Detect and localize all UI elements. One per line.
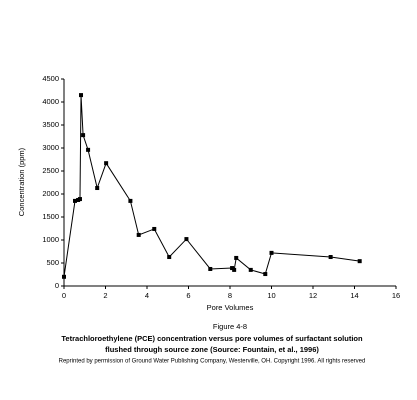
marker bbox=[152, 226, 157, 231]
figure-label: Figure 4-8 bbox=[213, 322, 247, 331]
y-tick-label: 3000 bbox=[42, 143, 59, 152]
marker bbox=[81, 133, 86, 138]
y-tick-label: 0 bbox=[55, 281, 59, 290]
x-tick-label: 8 bbox=[228, 291, 232, 300]
marker bbox=[234, 255, 239, 260]
x-tick-label: 10 bbox=[267, 291, 275, 300]
chart-title: Tetrachloroethylene (PCE) concentration … bbox=[61, 334, 363, 343]
marker bbox=[79, 93, 84, 98]
marker bbox=[269, 250, 274, 255]
marker bbox=[86, 147, 91, 152]
y-tick-label: 4500 bbox=[42, 74, 59, 83]
y-tick-label: 3500 bbox=[42, 120, 59, 129]
chart-subtitle: flushed through source zone (Source: Fou… bbox=[105, 345, 319, 354]
marker bbox=[184, 237, 189, 242]
marker bbox=[72, 198, 77, 203]
marker bbox=[167, 255, 172, 260]
x-tick-label: 6 bbox=[186, 291, 190, 300]
marker bbox=[136, 232, 141, 237]
y-axis-label: Concentration (ppm) bbox=[17, 147, 26, 216]
marker bbox=[77, 197, 82, 202]
line bbox=[63, 95, 360, 277]
marker bbox=[128, 198, 133, 203]
y-tick-label: 2500 bbox=[42, 166, 59, 175]
y-tick-label: 500 bbox=[46, 258, 59, 267]
y-tick-label: 1500 bbox=[42, 212, 59, 221]
y-tick-label: 2000 bbox=[42, 189, 59, 198]
marker bbox=[357, 259, 362, 264]
marker bbox=[62, 274, 66, 279]
caption-note: Reprinted by permission of Ground Water … bbox=[59, 359, 366, 365]
x-axis-label: Pore Volumes bbox=[207, 303, 254, 312]
marker bbox=[248, 267, 253, 272]
x-tick-label: 16 bbox=[392, 291, 400, 300]
x-tick-label: 14 bbox=[350, 291, 358, 300]
x-tick-label: 2 bbox=[103, 291, 107, 300]
marker bbox=[104, 161, 109, 166]
marker bbox=[328, 255, 333, 260]
marker bbox=[208, 266, 213, 271]
y-tick-label: 1000 bbox=[42, 235, 59, 244]
marker bbox=[232, 267, 237, 272]
marker bbox=[230, 266, 235, 271]
marker bbox=[95, 186, 100, 191]
x-tick-label: 0 bbox=[62, 291, 66, 300]
x-tick-label: 12 bbox=[309, 291, 317, 300]
marker bbox=[263, 272, 268, 277]
y-tick-label: 4000 bbox=[42, 97, 59, 106]
x-tick-label: 4 bbox=[145, 291, 149, 300]
